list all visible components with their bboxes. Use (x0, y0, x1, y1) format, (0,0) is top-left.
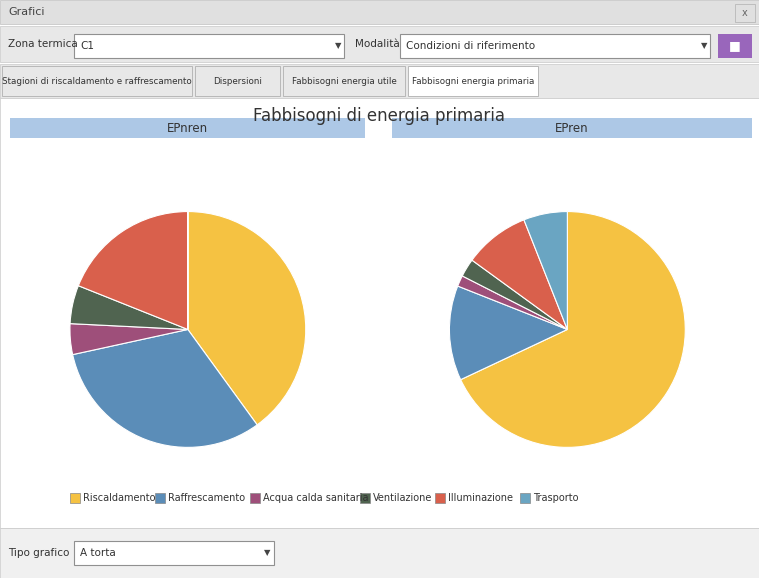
Bar (74, 34, 344, 58)
Bar (408, 66, 538, 96)
Bar (195, 66, 280, 96)
Text: C1: C1 (80, 41, 94, 51)
Wedge shape (472, 220, 567, 329)
Wedge shape (70, 286, 188, 329)
Wedge shape (187, 212, 306, 425)
Text: ▼: ▼ (701, 42, 707, 50)
Text: Ventilazione: Ventilazione (373, 493, 433, 503)
Bar (2, 66, 192, 96)
Bar (74, 541, 274, 565)
Wedge shape (70, 324, 188, 355)
Text: Trasporto: Trasporto (533, 493, 578, 503)
Bar (360, 493, 370, 503)
Text: x: x (742, 8, 748, 18)
Text: Fabbisogni di energia primaria: Fabbisogni di energia primaria (253, 107, 505, 125)
Bar (155, 493, 165, 503)
Text: ▼: ▼ (263, 549, 270, 558)
Text: A torta: A torta (80, 548, 116, 558)
Text: Grafici: Grafici (8, 7, 45, 17)
Text: Tipo grafico: Tipo grafico (8, 548, 69, 558)
Text: Raffrescamento: Raffrescamento (168, 493, 245, 503)
Text: Fabbisogni energia primaria: Fabbisogni energia primaria (412, 76, 534, 86)
Bar (735, 4, 755, 22)
Wedge shape (458, 276, 567, 329)
Wedge shape (449, 286, 567, 380)
Text: Condizioni di riferimento: Condizioni di riferimento (406, 41, 535, 51)
Bar (435, 493, 445, 503)
Bar (718, 34, 752, 58)
Text: Dispersioni: Dispersioni (213, 76, 262, 86)
Bar (0, 528, 759, 578)
Text: ■: ■ (729, 39, 741, 53)
Bar (400, 34, 710, 58)
Bar (0, 0, 759, 24)
Bar (392, 118, 752, 138)
Text: Stagioni di riscaldamento e raffrescamento: Stagioni di riscaldamento e raffrescamen… (2, 76, 192, 86)
Text: Fabbisogni energia utile: Fabbisogni energia utile (291, 76, 396, 86)
Bar (250, 493, 260, 503)
Wedge shape (73, 329, 257, 447)
Bar (0, 26, 759, 62)
Text: ▼: ▼ (335, 42, 342, 50)
Text: Zona termica: Zona termica (8, 39, 77, 49)
Bar (10, 118, 365, 138)
Bar (520, 493, 530, 503)
Wedge shape (524, 212, 567, 329)
Bar (283, 66, 405, 96)
Wedge shape (461, 212, 685, 447)
Bar (70, 493, 80, 503)
Text: Riscaldamento: Riscaldamento (83, 493, 156, 503)
Wedge shape (78, 212, 188, 329)
Wedge shape (462, 260, 567, 329)
Text: EPnren: EPnren (166, 121, 207, 135)
Text: EPren: EPren (555, 121, 589, 135)
Text: Modalità: Modalità (355, 39, 400, 49)
Text: Illuminazione: Illuminazione (448, 493, 513, 503)
Text: Acqua calda sanitaria: Acqua calda sanitaria (263, 493, 369, 503)
Bar (0, 64, 759, 98)
Bar (0, 98, 759, 528)
